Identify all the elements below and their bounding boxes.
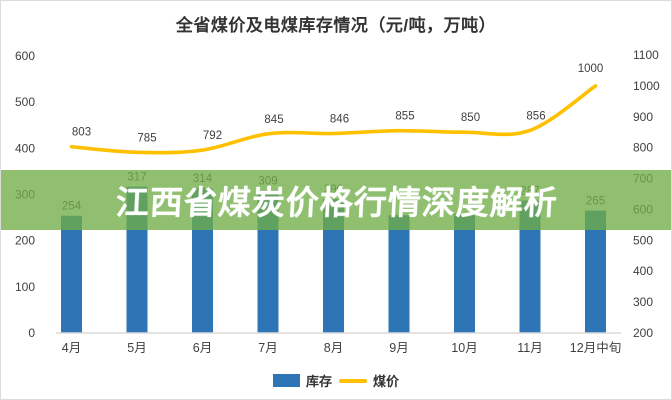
inventory-bar bbox=[454, 213, 475, 333]
price-point-label: 785 bbox=[137, 132, 156, 144]
price-point-label: 846 bbox=[330, 113, 349, 125]
right-axis-tick: 900 bbox=[633, 110, 653, 124]
left-axis-tick: 0 bbox=[28, 326, 35, 340]
left-axis-tick: 600 bbox=[15, 49, 35, 63]
x-axis-label: 6月 bbox=[193, 341, 212, 355]
x-axis-label: 8月 bbox=[324, 341, 343, 355]
right-axis-tick: 400 bbox=[633, 264, 653, 278]
legend-item-inventory: 库存 bbox=[272, 371, 332, 390]
chart-title: 全省煤价及电煤库存情况（元/吨，万吨） bbox=[175, 16, 497, 35]
price-point-label: 1000 bbox=[578, 63, 604, 75]
inventory-swatch-icon bbox=[272, 374, 300, 387]
price-point-label: 856 bbox=[526, 110, 545, 122]
left-axis-tick: 200 bbox=[15, 234, 35, 248]
x-axis-label: 5月 bbox=[127, 341, 146, 355]
legend-label-price: 煤价 bbox=[373, 374, 400, 389]
legend-item-price: 煤价 bbox=[339, 371, 399, 390]
inventory-bar bbox=[323, 199, 344, 333]
chart-legend: 库存 煤价 bbox=[1, 371, 671, 390]
inventory-bar bbox=[61, 215, 82, 333]
x-axis-label: 11月 bbox=[517, 341, 542, 355]
x-axis-label: 12月中旬 bbox=[570, 340, 621, 355]
right-axis-tick: 300 bbox=[633, 295, 653, 309]
right-axis-tick: 1000 bbox=[633, 79, 660, 93]
inventory-bar bbox=[585, 210, 606, 333]
price-point-label: 803 bbox=[72, 127, 91, 139]
price-point-label: 850 bbox=[461, 112, 480, 124]
price-point-label: 845 bbox=[264, 114, 283, 126]
right-axis-tick: 500 bbox=[633, 233, 653, 247]
headline-banner: 江西省煤炭价格行情深度解析 bbox=[1, 170, 671, 230]
right-axis-tick: 200 bbox=[633, 326, 653, 340]
inventory-bar bbox=[388, 215, 410, 333]
price-line bbox=[69, 84, 598, 155]
legend-label-inventory: 库存 bbox=[305, 374, 332, 389]
inventory-bar bbox=[519, 200, 541, 333]
price-point-label: 855 bbox=[395, 111, 414, 123]
right-axis-tick: 1100 bbox=[633, 48, 659, 62]
x-axis-label: 4月 bbox=[62, 341, 81, 355]
headline-text: 江西省煤炭价格行情深度解析 bbox=[114, 184, 559, 221]
x-axis-label: 9月 bbox=[389, 341, 408, 355]
left-axis-tick: 400 bbox=[15, 141, 35, 155]
right-axis-tick: 800 bbox=[633, 141, 653, 155]
left-axis-tick: 100 bbox=[15, 280, 35, 294]
left-axis-tick: 500 bbox=[15, 95, 35, 109]
x-axis-label: 10月 bbox=[451, 341, 477, 355]
x-axis-label: 7月 bbox=[258, 341, 277, 355]
price-point-label: 792 bbox=[203, 130, 222, 142]
price-swatch-icon bbox=[339, 378, 367, 383]
